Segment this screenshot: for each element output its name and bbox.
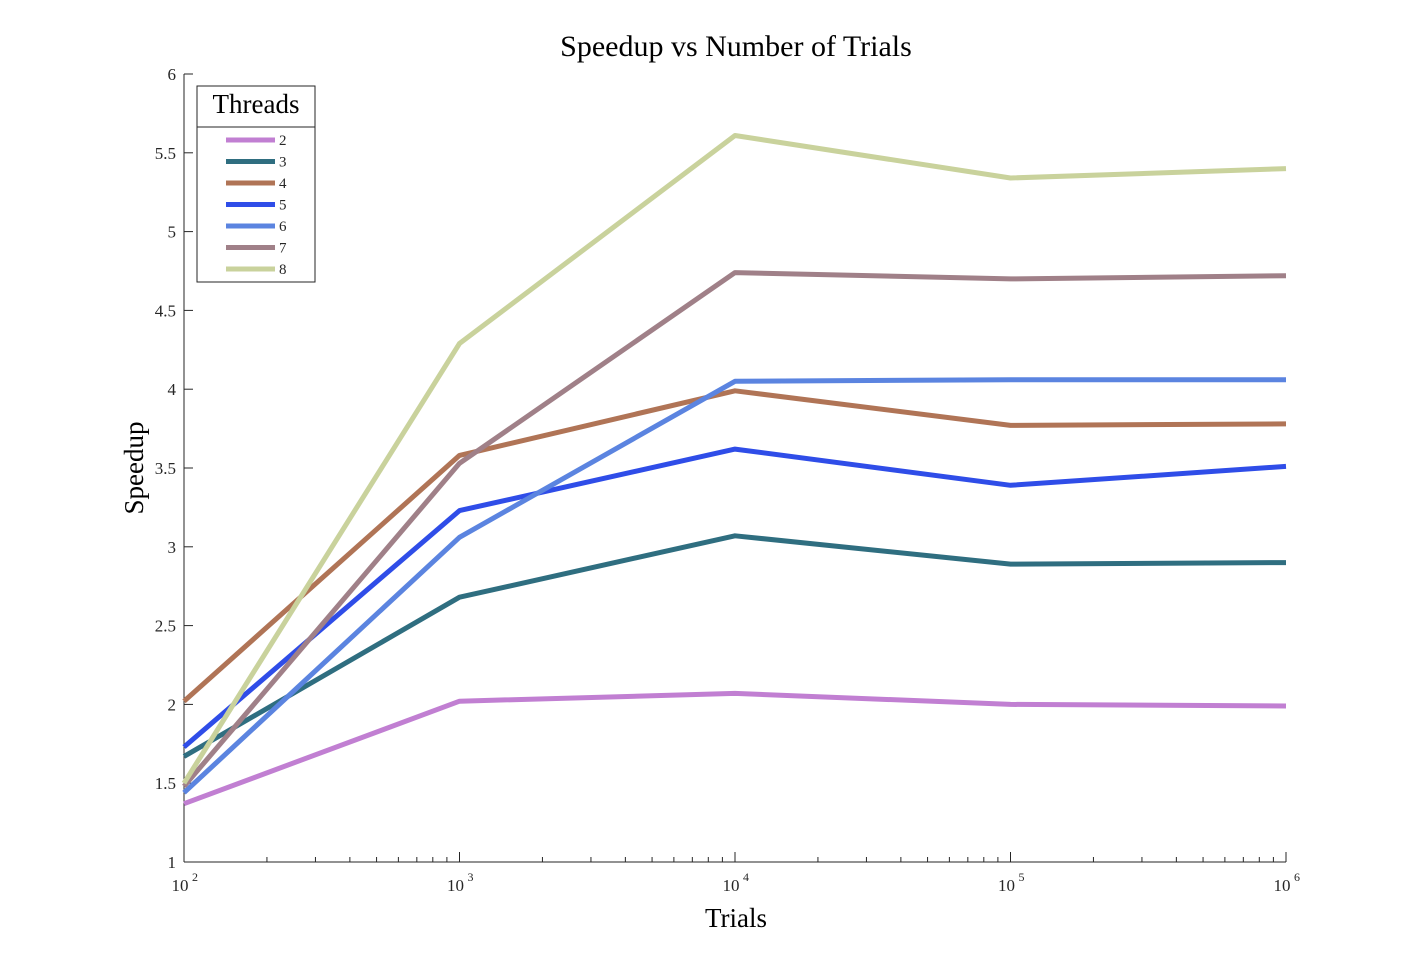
legend-label-7: 7 (279, 241, 287, 257)
y-tick-label: 3 (168, 538, 177, 557)
y-tick-label: 2.5 (155, 617, 176, 636)
x-axis-label: Trials (705, 903, 767, 933)
y-axis-label: Speedup (119, 422, 149, 515)
x-tick-label: 10 (998, 876, 1015, 895)
x-tick-label-exponent: 4 (743, 870, 749, 884)
x-tick-label-exponent: 5 (1019, 870, 1025, 884)
legend-items: 2 3 4 5 6 7 8 (226, 133, 287, 278)
x-tick-label-exponent: 2 (192, 870, 198, 884)
x-tick-label: 10 (723, 876, 740, 895)
y-tick-label: 1.5 (155, 774, 176, 793)
legend: Threads 2 3 4 5 6 7 8 (196, 85, 316, 283)
series-line-6 (182, 377, 1286, 795)
y-tick-label: 5 (168, 223, 177, 242)
legend-label-2: 2 (279, 133, 287, 149)
y-tick-label: 2 (168, 695, 177, 714)
y-tick-label: 6 (168, 65, 177, 84)
y-axis-ticks: 1 1.5 2 2.5 3 3.5 4 4.5 5 5.5 6 (155, 65, 193, 872)
series-line-5 (182, 446, 1287, 749)
legend-label-6: 6 (279, 219, 287, 235)
x-tick-label-exponent: 6 (1294, 870, 1300, 884)
legend-title: Threads (213, 89, 300, 119)
y-tick-label: 1 (168, 853, 177, 872)
y-tick-label: 4 (168, 380, 177, 399)
y-tick-label: 4.5 (155, 301, 176, 320)
legend-label-5: 5 (279, 198, 287, 214)
x-axis-ticks: 10 2 10 3 10 4 10 5 10 6 (172, 852, 1300, 895)
x-tick-label: 10 (1274, 876, 1291, 895)
series-line-3 (182, 533, 1287, 759)
x-tick-label: 10 (172, 876, 189, 895)
series-line-2 (183, 690, 1287, 807)
legend-label-8: 8 (279, 262, 287, 278)
series-line-4 (182, 388, 1287, 704)
legend-label-3: 3 (279, 155, 287, 171)
chart-title: Speedup vs Number of Trials (560, 30, 912, 63)
series-line-8 (181, 133, 1287, 785)
x-tick-label-exponent: 3 (468, 870, 474, 884)
series-lines (181, 133, 1287, 807)
y-tick-label: 3.5 (155, 459, 176, 478)
series-line-7 (182, 270, 1287, 789)
x-tick-label: 10 (447, 876, 464, 895)
legend-label-4: 4 (279, 176, 287, 192)
y-tick-label: 5.5 (155, 144, 176, 163)
